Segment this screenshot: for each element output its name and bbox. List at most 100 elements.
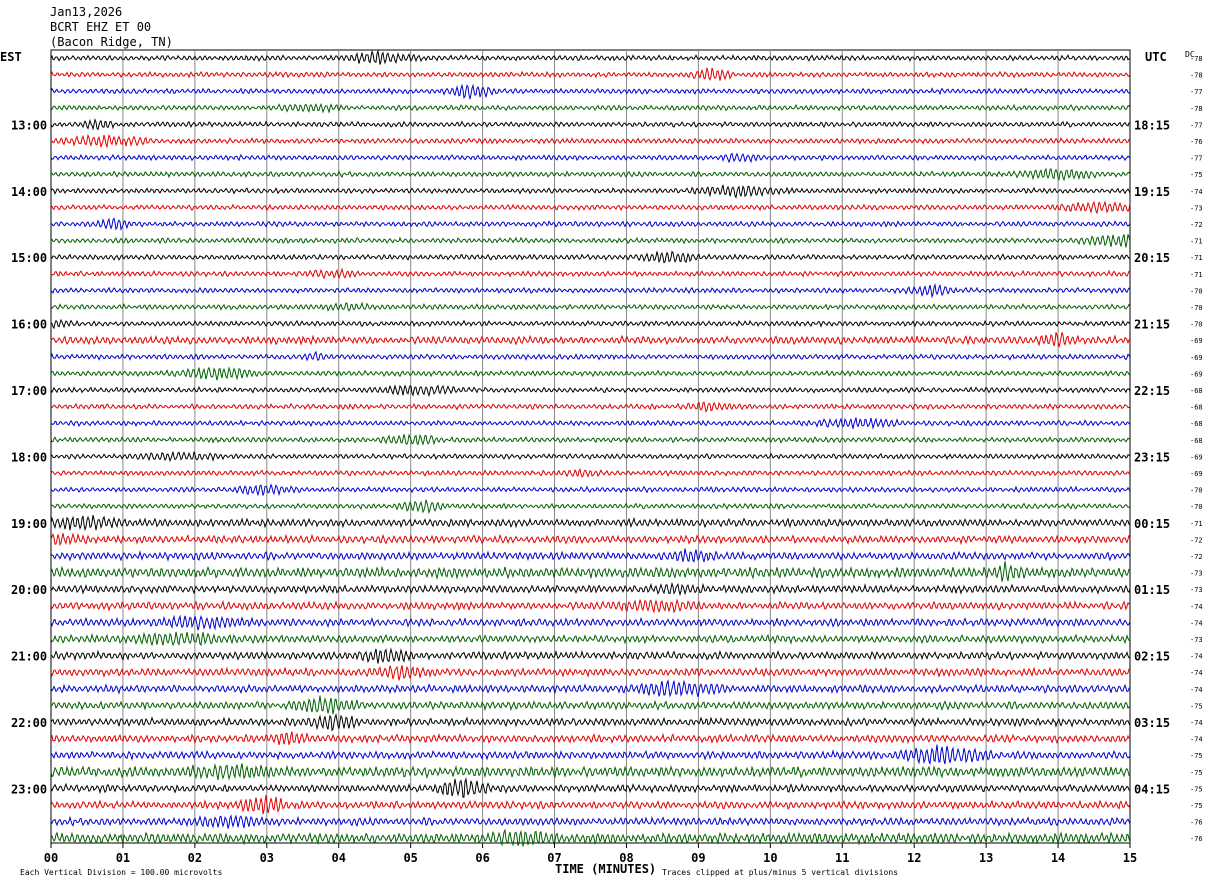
dc-offset-value: -69 [1190, 370, 1203, 378]
dc-offset-value: -76 [1190, 835, 1203, 843]
dc-offset-labels: -78 -78 -77 -78 -77 -76 -77 -75 -74 -73 -72 -71 -71 -… [1190, 55, 1203, 843]
trace-line [50, 483, 1131, 497]
x-tick-label: 07 [547, 851, 561, 865]
right-hour-label: 02:15 [1134, 650, 1170, 664]
left-hour-label: 13:00 [11, 118, 47, 132]
dc-offset-value: -75 [1190, 702, 1203, 710]
trace-line [50, 152, 1131, 164]
trace-line [50, 763, 1131, 781]
footer-scale-note: Each Vertical Division = 100.00 microvol… [20, 868, 222, 877]
right-timezone-label: UTC [1145, 50, 1167, 64]
dc-offset-value: -77 [1190, 121, 1203, 129]
trace-line [50, 332, 1131, 348]
x-tick-label: 14 [1051, 851, 1065, 865]
dc-offset-value: -76 [1190, 138, 1203, 146]
trace-line [50, 384, 1131, 398]
trace-line [50, 200, 1131, 215]
trace-line [50, 614, 1131, 631]
trace-line [50, 282, 1131, 299]
trace-line [50, 548, 1131, 563]
trace-line [50, 433, 1131, 446]
x-tick-label: 04 [332, 851, 346, 865]
dc-offset-value: -70 [1190, 321, 1203, 329]
left-hour-label: 17:00 [11, 384, 47, 398]
dc-offset-value: -68 [1190, 437, 1203, 445]
x-tick-label: 05 [403, 851, 417, 865]
left-hour-label: 19:00 [11, 517, 47, 531]
right-hour-labels: 18:15 19:15 20:15 21:15 22:15 23:15 00:15 01:15… [1134, 118, 1170, 796]
dc-offset-value: -77 [1190, 88, 1203, 96]
dc-offset-value: -69 [1190, 354, 1203, 362]
trace-line [50, 561, 1131, 582]
right-hour-label: 04:15 [1134, 782, 1170, 796]
dc-offset-value: -75 [1190, 785, 1203, 793]
trace-line [50, 350, 1131, 362]
dc-offset-value: -69 [1190, 337, 1203, 345]
dc-offset-value: -72 [1190, 536, 1203, 544]
x-axis-title: TIME (MINUTES) [555, 862, 656, 876]
trace-line [50, 828, 1131, 847]
x-tick-label: 03 [260, 851, 274, 865]
dc-offset-value: -68 [1190, 387, 1203, 395]
trace-line [50, 184, 1131, 199]
trace-line [50, 631, 1131, 647]
dc-offset-value: -75 [1190, 752, 1203, 760]
dc-offset-value: -74 [1190, 188, 1203, 196]
trace-line [50, 366, 1131, 381]
x-tick-label: 00 [44, 851, 58, 865]
dc-offset-value: -74 [1190, 686, 1203, 694]
dc-offset-value: -70 [1190, 287, 1203, 295]
trace-line [50, 731, 1131, 746]
dc-offset-value: -68 [1190, 404, 1203, 412]
x-tick-label: 11 [835, 851, 849, 865]
dc-offset-value: -71 [1190, 254, 1203, 262]
left-hour-label: 15:00 [11, 251, 47, 265]
right-hour-label: 03:15 [1134, 716, 1170, 730]
dc-offset-value: -78 [1190, 72, 1203, 80]
trace-line [50, 713, 1131, 732]
trace-line [50, 514, 1131, 532]
x-tick-label: 09 [691, 851, 705, 865]
left-hour-label: 18:00 [11, 450, 47, 464]
dc-offset-value: -76 [1190, 819, 1203, 827]
left-timezone-label: EST [0, 50, 22, 64]
dc-offset-value: -71 [1190, 271, 1203, 279]
dc-offset-value: -68 [1190, 420, 1203, 428]
dc-offset-value: -73 [1190, 636, 1203, 644]
dc-offset-value: -72 [1190, 553, 1203, 561]
x-tick-label: 10 [763, 851, 777, 865]
dc-offset-value: -77 [1190, 155, 1203, 163]
right-hour-label: 00:15 [1134, 517, 1170, 531]
x-tick-labels: 00 01 02 03 04 05 06 07 08 09 10 11 12 13 14 15 [44, 843, 1137, 865]
left-hour-label: 14:00 [11, 185, 47, 199]
trace-line [50, 67, 1131, 81]
trace-line [50, 744, 1131, 766]
left-hour-label: 20:00 [11, 583, 47, 597]
dc-offset-value: -73 [1190, 570, 1203, 578]
dc-offset-value: -75 [1190, 171, 1203, 179]
trace-line [50, 665, 1131, 681]
dc-offset-value: -78 [1190, 55, 1203, 63]
dc-offset-value: -71 [1190, 520, 1203, 528]
trace-line [50, 301, 1131, 312]
right-hour-label: 18:15 [1134, 118, 1170, 132]
x-tick-label: 06 [475, 851, 489, 865]
trace-line [50, 532, 1131, 547]
header-station: BCRT EHZ ET 00 [50, 20, 152, 34]
trace-line [50, 83, 1131, 100]
dc-offset-value: -69 [1190, 453, 1203, 461]
header-location: (Bacon Ridge, TN) [50, 35, 173, 49]
trace-line [50, 49, 1131, 65]
trace-line [50, 167, 1131, 182]
right-hour-label: 19:15 [1134, 185, 1170, 199]
dc-offset-value: -74 [1190, 669, 1203, 677]
x-tick-label: 08 [619, 851, 633, 865]
header-date: Jan13,2026 [50, 5, 123, 19]
left-hour-label: 16:00 [11, 318, 47, 332]
trace-line [50, 250, 1131, 264]
minute-grid [122, 50, 1059, 843]
right-hour-label: 21:15 [1134, 318, 1170, 332]
trace-line [50, 777, 1131, 798]
footer-clip-note: Traces clipped at plus/minus 5 vertical … [662, 868, 898, 877]
